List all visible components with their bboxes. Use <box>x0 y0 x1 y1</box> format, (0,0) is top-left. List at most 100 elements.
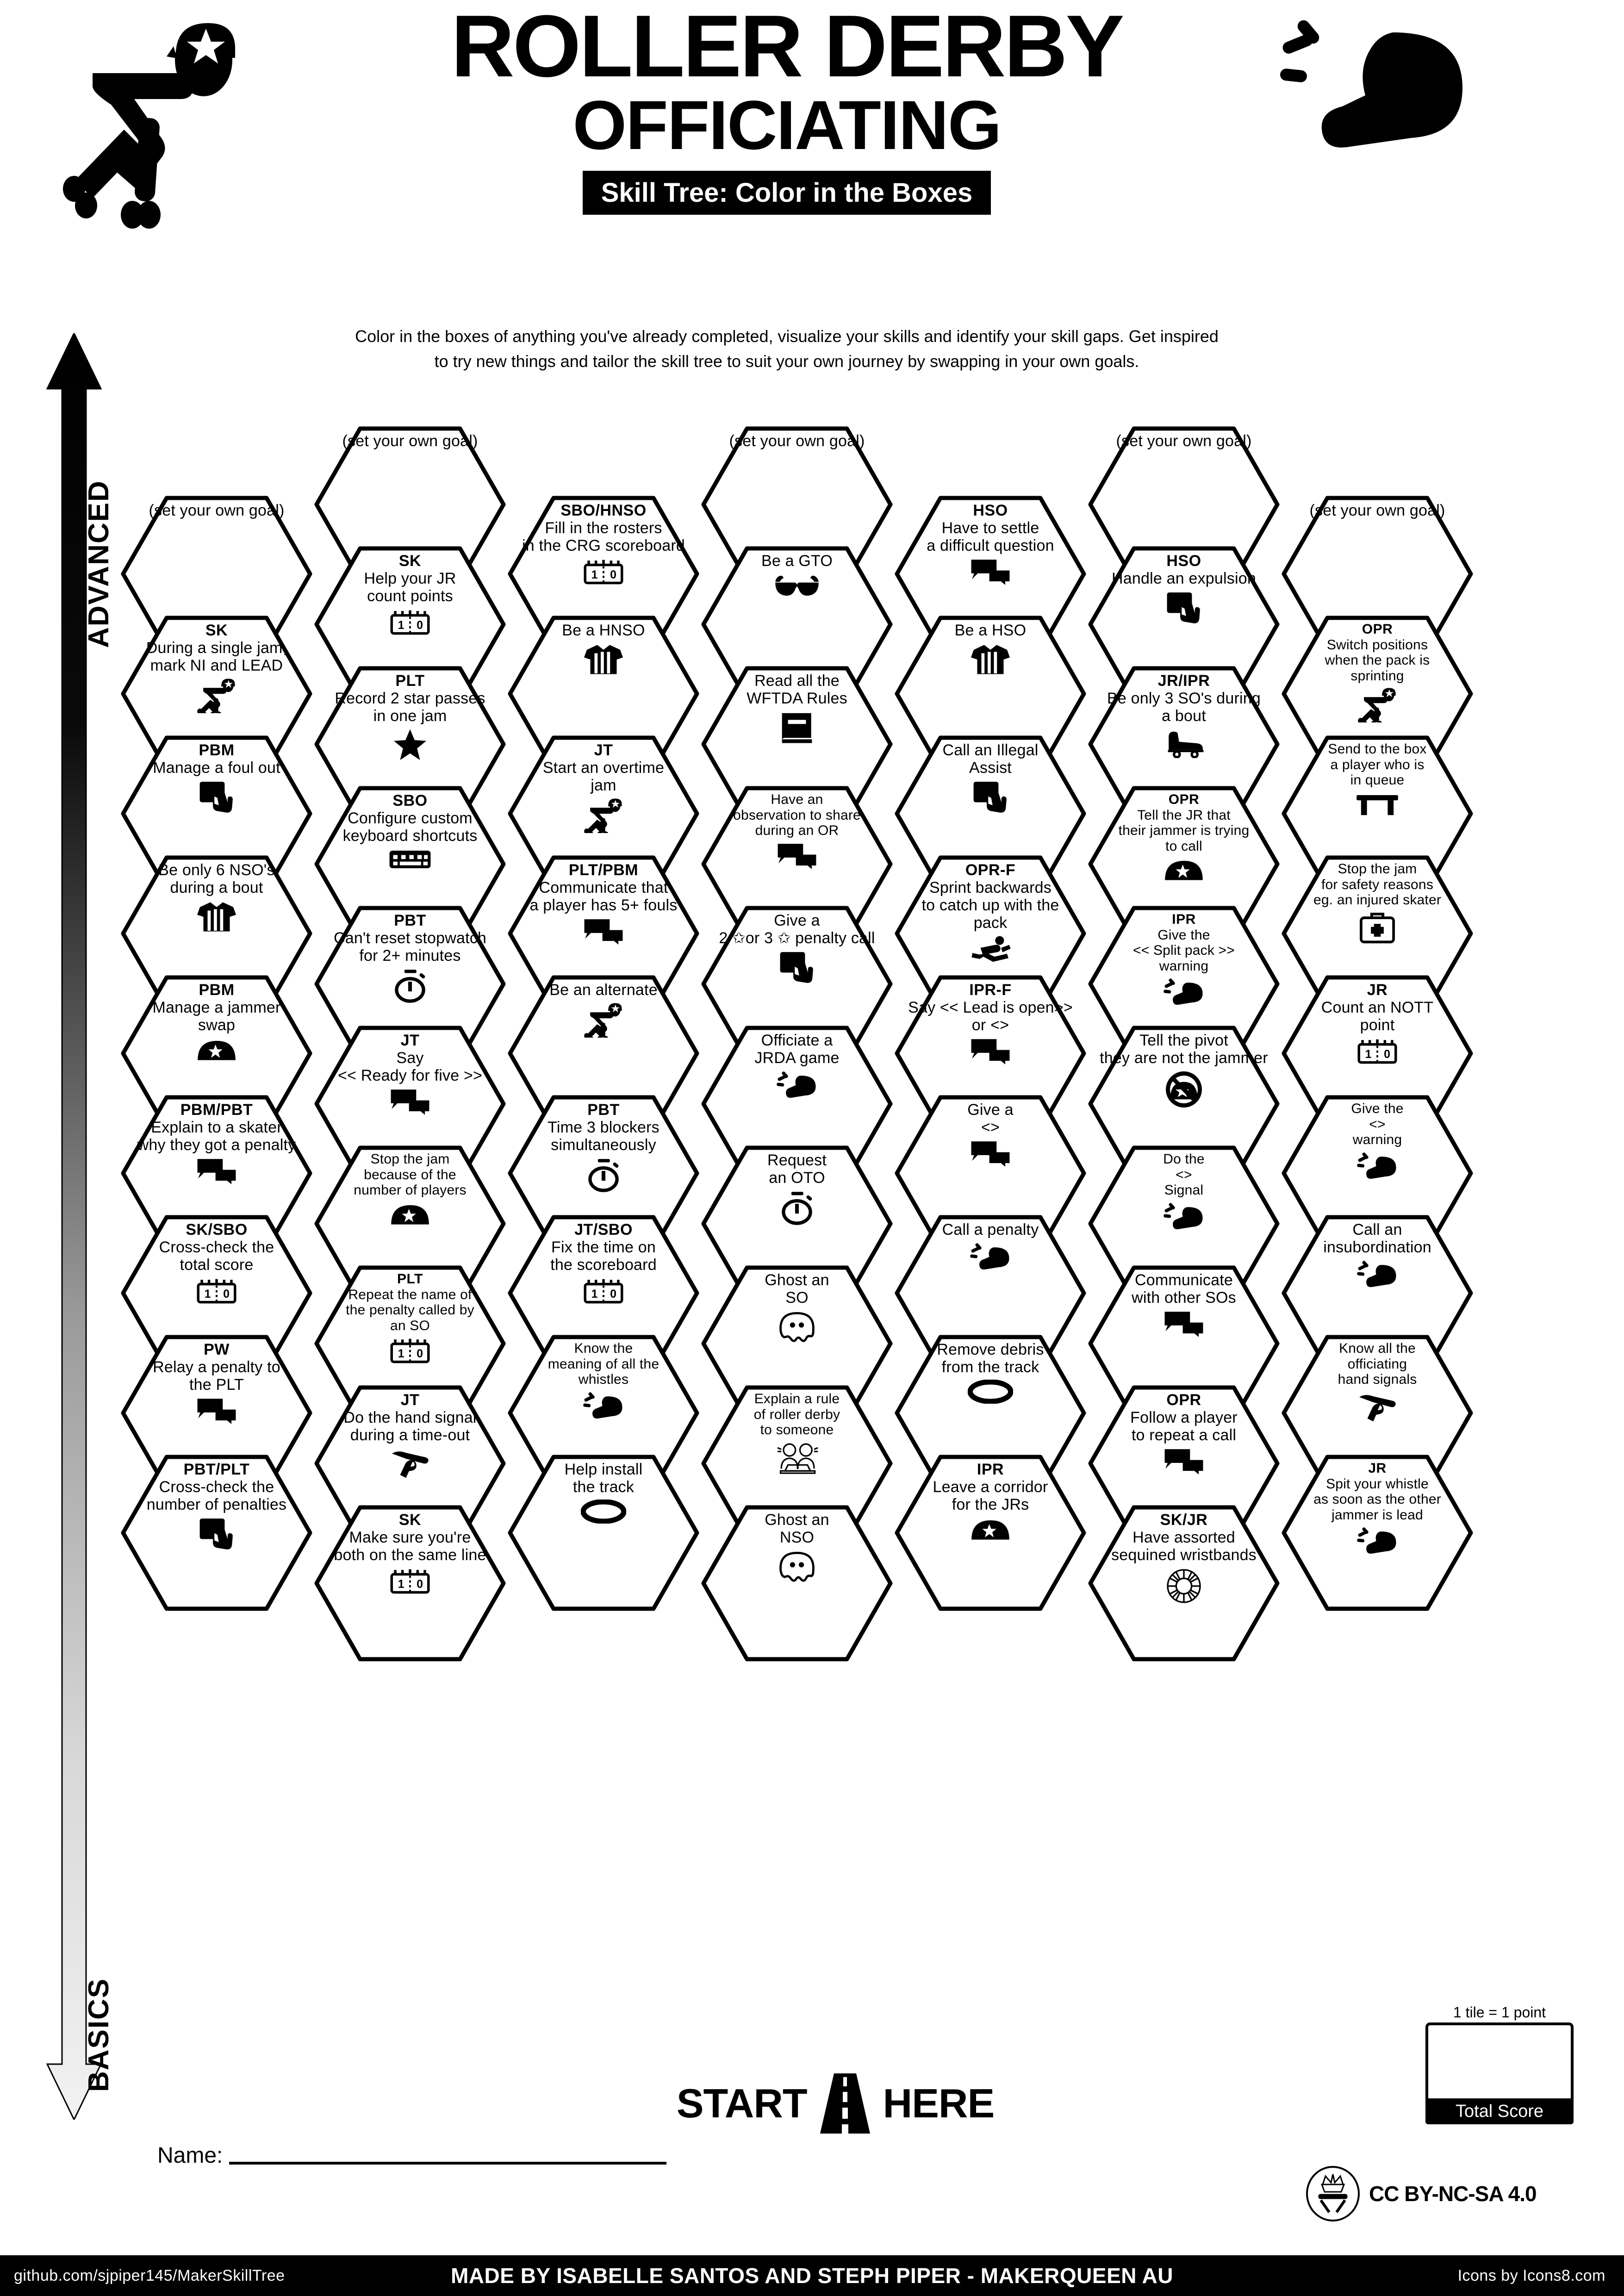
skill-hex-col6-6[interactable]: Tell the pivot they are not the jammer <box>1088 1025 1280 1182</box>
skill-hex-col5-8[interactable]: Remove debris from the track <box>894 1334 1087 1492</box>
hand-tap-icon <box>972 780 1009 818</box>
skill-hex-col6-3[interactable]: JR/IPR Be only 3 SO's during a bout <box>1088 666 1280 823</box>
skill-hex-content: JT/SBO Fix the time on the scoreboard 1 0 <box>519 1221 688 1365</box>
total-score-box[interactable]: Total Score <box>1425 2022 1574 2124</box>
skill-hex-content: SK Help your JR count points 1 0 <box>326 552 494 697</box>
skill-desc-line: to repeat a call <box>1131 1426 1237 1444</box>
skill-hex-col1-9[interactable]: PBT/PLT Cross-check the number of penaltie… <box>120 1454 313 1612</box>
skill-hex-col7-4[interactable]: Stop the jam for safety reasons eg. an inj… <box>1281 855 1474 1012</box>
skill-hex-col1-6[interactable]: PBM/PBT Explain to a skater why they got a… <box>120 1095 313 1252</box>
skill-desc-line: Communicate <box>1135 1271 1233 1289</box>
skill-hex-col3-9[interactable]: Help install the track <box>507 1454 700 1612</box>
score-input-area[interactable] <box>1425 2022 1574 2108</box>
skill-hex-col4-8[interactable]: Ghost an SO <box>701 1265 893 1422</box>
skill-code: PBM <box>199 981 235 999</box>
skill-hex-col1-4[interactable]: Be only 6 NSO's during a bout <box>120 855 313 1012</box>
skill-hex-col6-7[interactable]: Do the <> Signal <box>1088 1145 1280 1302</box>
skill-hex-col7-7[interactable]: Call an insubordination <box>1281 1214 1474 1372</box>
skill-desc-line: for the JRs <box>952 1496 1029 1514</box>
skill-desc-line: why they got a penalty <box>137 1136 296 1154</box>
skill-desc-line: number of players <box>354 1182 467 1198</box>
skill-desc-line: Call a penalty <box>942 1221 1039 1238</box>
skill-hex-col1-8[interactable]: PW Relay a penalty to the PLT <box>120 1334 313 1492</box>
skill-hex-content: Be only 6 NSO's during a bout <box>132 861 301 1006</box>
skill-desc-line: Say <box>396 1049 424 1067</box>
skill-hex-col4-9[interactable]: Explain a rule of roller derby to someone <box>701 1385 893 1542</box>
skill-desc-line: Switch positions <box>1326 637 1428 653</box>
hand-tap-icon <box>198 1517 235 1555</box>
skill-hex-col2-10[interactable]: SK Make sure you're both on the same line … <box>314 1505 506 1662</box>
name-input-line[interactable] <box>229 2162 666 2165</box>
skill-desc-line: to someone <box>760 1422 834 1438</box>
skill-desc-line: Follow a player <box>1130 1409 1238 1427</box>
skill-desc-line: Stop the jam <box>1338 861 1417 877</box>
skill-hex-col2-2[interactable]: SK Help your JR count points 1 0 <box>314 546 506 703</box>
skill-desc-line: Record 2 star passes <box>335 690 485 708</box>
skill-desc-line: Can't reset stopwatch <box>333 929 487 947</box>
skill-desc-line: Do the <box>1163 1151 1205 1167</box>
skill-hex-content: IPR Leave a corridor for the JRs <box>906 1461 1075 1605</box>
skill-hex-col2-9[interactable]: JT Do the hand signal during a time-out <box>314 1385 506 1542</box>
skill-hex-col3-4[interactable]: PLT/PBM Communicate that a player has 5+ f… <box>507 855 700 1012</box>
skill-hex-content: Be a HNSO <box>519 622 688 766</box>
skill-hex-content: Tell the pivot they are not the jammer <box>1100 1032 1268 1176</box>
speech-bubbles-icon <box>971 1038 1010 1067</box>
skill-desc-line: Have an <box>771 792 823 807</box>
skill-hex-col1-3[interactable]: PBM Manage a foul out <box>120 735 313 892</box>
skill-hex-col7-3[interactable]: Send to the box a player who is in queue <box>1281 735 1474 892</box>
skill-code: SK/JR <box>1160 1511 1208 1529</box>
jammer-helmet-icon <box>1164 858 1204 885</box>
instructions-line-1: Color in the boxes of anything you've al… <box>355 327 1219 346</box>
skill-desc-line: the scoreboard <box>550 1256 657 1274</box>
whistle-icon <box>970 1242 1011 1273</box>
skill-hex-col5-4[interactable]: OPR-F Sprint backwards to catch up with th… <box>894 855 1087 1012</box>
svg-text:0: 0 <box>417 1348 423 1361</box>
skill-hex-col1-5[interactable]: PBM Manage a jammer swap <box>120 975 313 1132</box>
skill-hex-content: SK During a single jam, mark NI and LEAD <box>132 622 301 766</box>
skill-hex-col3-5[interactable]: Be an alternate <box>507 975 700 1132</box>
skill-desc-line: Do the hand signal <box>343 1409 477 1427</box>
skill-hex-content: Know all the officiating hand signals <box>1293 1341 1462 1485</box>
skill-hex-col4-10[interactable]: Ghost an NSO <box>701 1505 893 1662</box>
skill-hex-col2-4[interactable]: SBO Configure custom keyboard shortcuts <box>314 785 506 943</box>
skill-desc-line: meaning of all the <box>548 1356 660 1372</box>
skill-hex-col4-4[interactable]: Have an observation to share during an OR <box>701 785 893 943</box>
striped-shirt-icon <box>196 900 237 936</box>
skill-hex-content: Ghost an NSO <box>713 1511 881 1655</box>
skill-hex-col6-5[interactable]: IPR Give the << Split pack >> warning <box>1088 905 1280 1063</box>
skill-hex-col7-2[interactable]: OPR Switch positions when the pack is sprin… <box>1281 615 1474 772</box>
skill-hex-col7-9[interactable]: JR Spit your whistle as soon as the other j… <box>1281 1454 1474 1612</box>
skill-hex-content: Be an alternate <box>519 981 688 1126</box>
skill-hex-col5-9[interactable]: IPR Leave a corridor for the JRs <box>894 1454 1087 1612</box>
skill-desc-line: in one jam <box>373 707 447 725</box>
roller-skate-icon <box>1163 728 1205 760</box>
svg-text:1: 1 <box>205 1288 211 1300</box>
first-aid-icon <box>1359 912 1396 947</box>
whistle-icon <box>1164 977 1204 1008</box>
svg-text:0: 0 <box>1384 1048 1390 1061</box>
skill-hex-col6-10[interactable]: SK/JR Have assorted sequined wristbands <box>1088 1505 1280 1662</box>
skill-hex-col2-6[interactable]: JT Say << Ready for five >> <box>314 1025 506 1182</box>
skill-hex-content: PLT/PBM Communicate that a player has 5+ f… <box>519 861 688 1006</box>
name-field-row[interactable]: Name: <box>157 2143 666 2168</box>
skill-hex-col3-1[interactable]: SBO/HNSO Fill in the rosters in the CRG sc… <box>507 495 700 653</box>
skill-desc-line: sprinting <box>1350 668 1404 684</box>
skill-hex-content: PBT/PLT Cross-check the number of penaltie… <box>132 1461 301 1605</box>
skill-hex-col3-7[interactable]: JT/SBO Fix the time on the scoreboard 1 0 <box>507 1214 700 1372</box>
footer-link[interactable]: github.com/sjpiper145/MakerSkillTree <box>14 2266 285 2284</box>
skill-hex-col4-7[interactable]: Request an OTO <box>701 1145 893 1302</box>
skill-desc-line: observation to share <box>733 807 861 823</box>
skill-hex-col2-7[interactable]: Stop the jam because of the number of play… <box>314 1145 506 1302</box>
skill-hex-col5-5[interactable]: IPR-F Say << Lead is open>> or <> <box>894 975 1087 1132</box>
skill-hex-col1-7[interactable]: SK/SBO Cross-check the total score 1 0 <box>120 1214 313 1372</box>
skill-hex-col2-3[interactable]: PLT Record 2 star passes in one jam <box>314 666 506 823</box>
skill-code: SBO <box>392 792 428 809</box>
svg-text:0: 0 <box>610 568 616 581</box>
skill-hex-col7-8[interactable]: Know all the officiating hand signals <box>1281 1334 1474 1492</box>
skill-hex-content: (set your own goal) <box>1100 432 1268 577</box>
skill-desc-line: of roller derby <box>753 1406 840 1422</box>
license-row: CC BY-NC-SA 4.0 <box>1305 2166 1601 2221</box>
skill-hex-col3-2[interactable]: Be a HNSO <box>507 615 700 772</box>
skill-code: SBO/HNSO <box>560 502 647 519</box>
